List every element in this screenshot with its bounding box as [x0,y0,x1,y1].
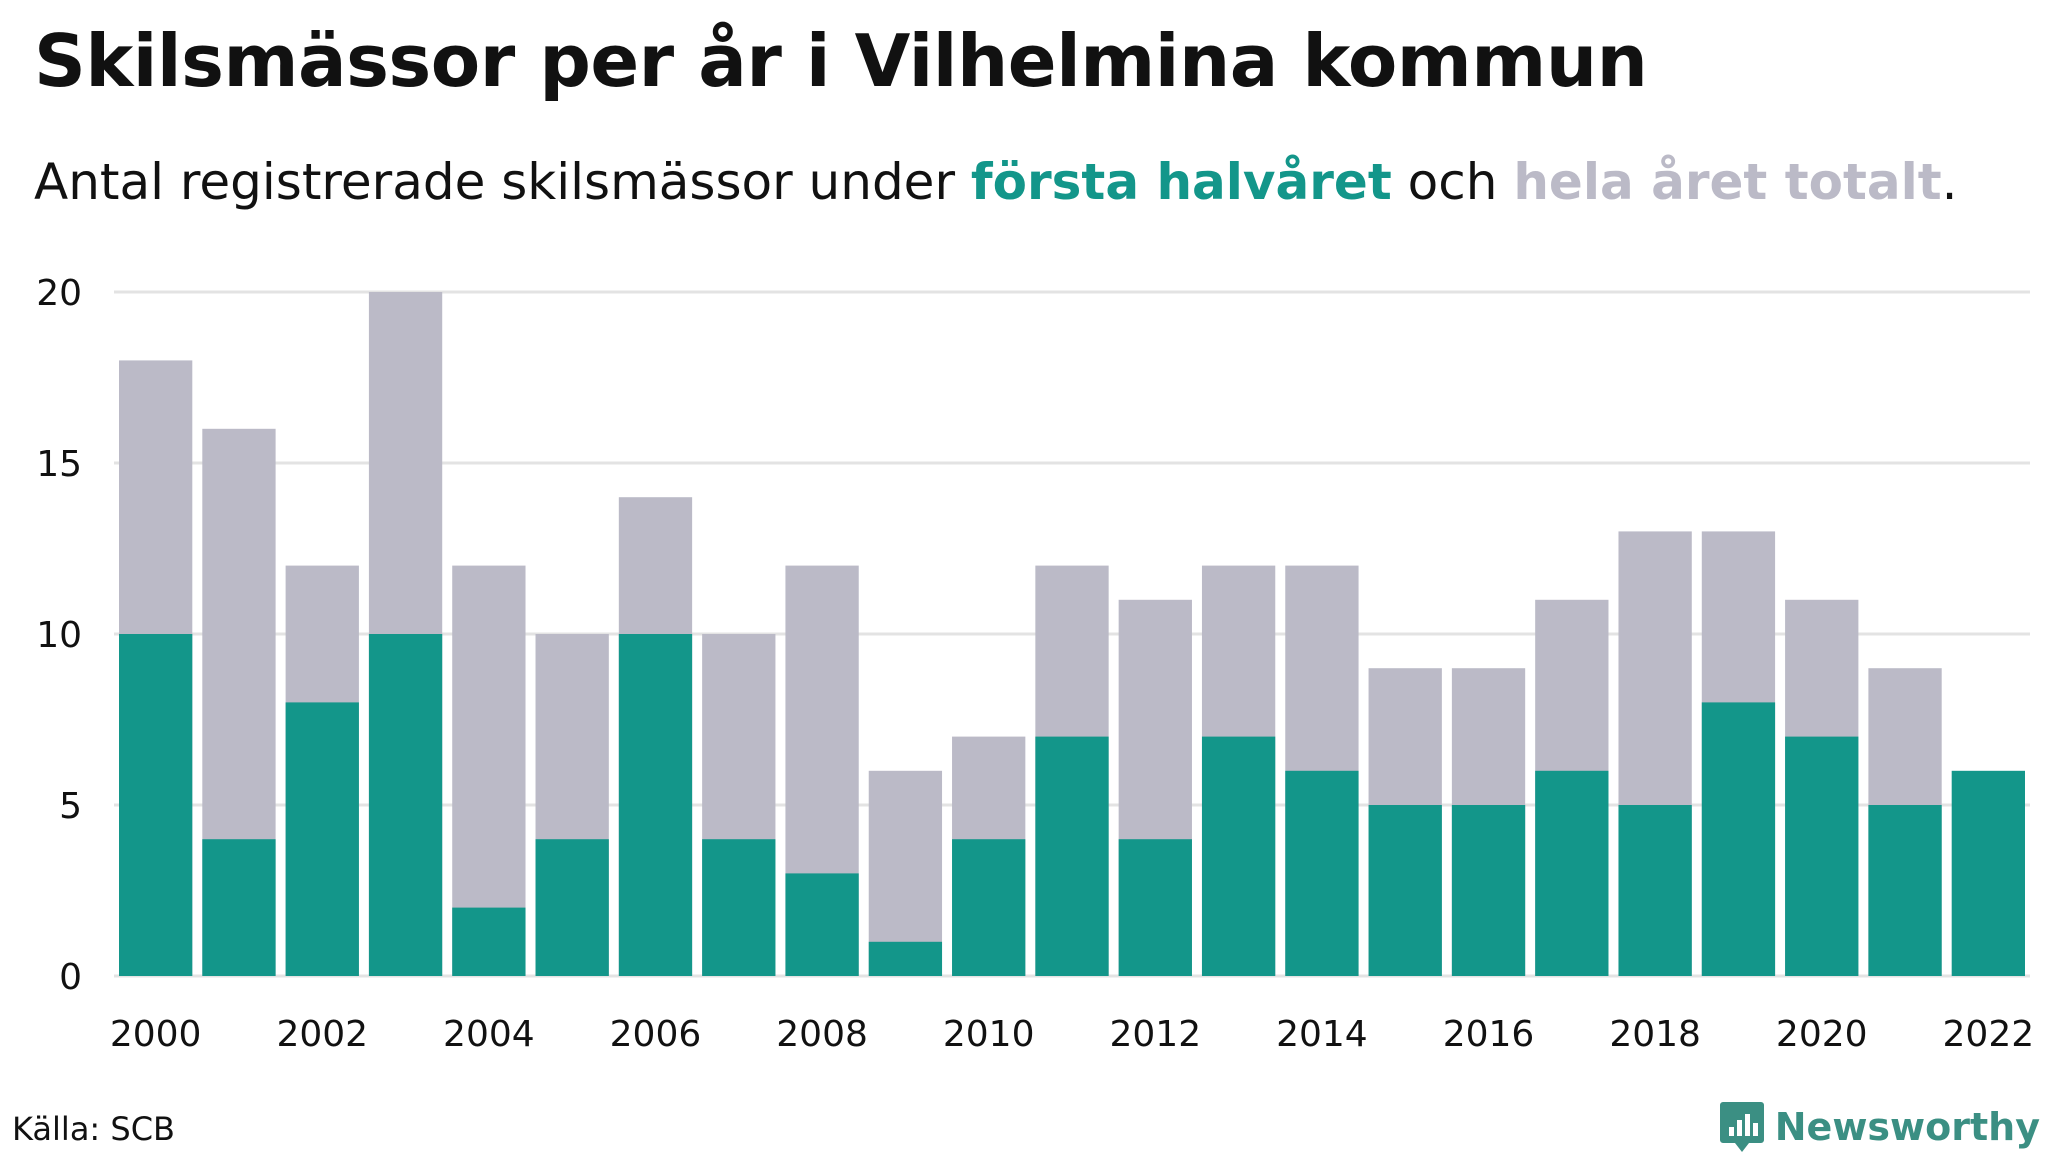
chart-subtitle: Antal registrerade skilsmässor under för… [34,152,1958,212]
x-tick-label-2006: 2006 [610,1014,702,1055]
bar-first-half-2012 [1118,839,1192,976]
legend-first-half: första halvåret [970,153,1392,211]
x-tick-label-2014: 2014 [1276,1014,1368,1055]
x-tick-label-2010: 2010 [943,1014,1035,1055]
source-label: Källa: SCB [12,1110,175,1148]
bar-first-half-2011 [1035,736,1109,976]
chart-title: Skilsmässor per år i Vilhelmina kommun [34,19,1648,103]
bar-first-half-2008 [785,873,859,976]
bar-first-half-2006 [618,634,693,976]
bar-first-half-2007 [702,839,776,976]
bar-first-half-2002 [285,702,359,976]
bar-first-half-2021 [1868,805,1942,976]
bar-first-half-2018 [1618,805,1692,976]
y-tick-label-0: 0 [59,957,82,998]
x-tick-label-2016: 2016 [1443,1014,1535,1055]
x-tick-label-2018: 2018 [1609,1014,1701,1055]
y-tick-label-15: 15 [36,444,82,485]
brand-logo: Newsworthy [1719,1100,2040,1154]
y-tick-label-10: 10 [36,615,82,656]
bar-first-half-2013 [1201,736,1276,976]
y-tick-label-5: 5 [59,786,82,827]
legend-full-year: hela året totalt [1513,153,1942,211]
bar-first-half-2005 [535,839,609,976]
bar-chart: 0 5 10 15 20 2000 2002 2004 2006 2008 2010 2012 2014… [36,273,2035,1055]
subtitle-suffix: . [1941,153,1958,211]
bar-first-half-2001 [202,839,276,976]
newsworthy-logo-icon [1719,1102,1764,1152]
x-tick-label-2008: 2008 [776,1014,868,1055]
x-tick-label-2004: 2004 [443,1014,535,1055]
bar-first-half-2017 [1535,770,1609,976]
x-tick-label-2020: 2020 [1776,1014,1868,1055]
bar-first-half-2020 [1785,736,1859,976]
bar-first-half-2010 [952,839,1026,976]
x-tick-label-2002: 2002 [276,1014,368,1055]
brand-name: Newsworthy [1774,1105,2040,1149]
bar-first-half-2019 [1701,702,1776,976]
x-tick-label-2022: 2022 [1943,1014,2035,1055]
bar-first-half-2000 [119,634,193,976]
bar-first-half-2016 [1451,805,1526,976]
bar-first-half-2022 [1951,770,2025,976]
bar-first-half-2009 [868,941,943,976]
subtitle-middle: och [1391,153,1514,211]
x-tick-label-2000: 2000 [110,1014,202,1055]
x-tick-label-2012: 2012 [1109,1014,1201,1055]
bar-first-half-2015 [1368,805,1442,976]
bar-first-half-2004 [452,907,526,976]
bar-first-half-2014 [1285,770,1359,976]
bar-first-half-2003 [368,634,443,976]
subtitle-prefix: Antal registrerade skilsmässor under [34,153,971,211]
y-tick-label-20: 20 [36,273,82,314]
